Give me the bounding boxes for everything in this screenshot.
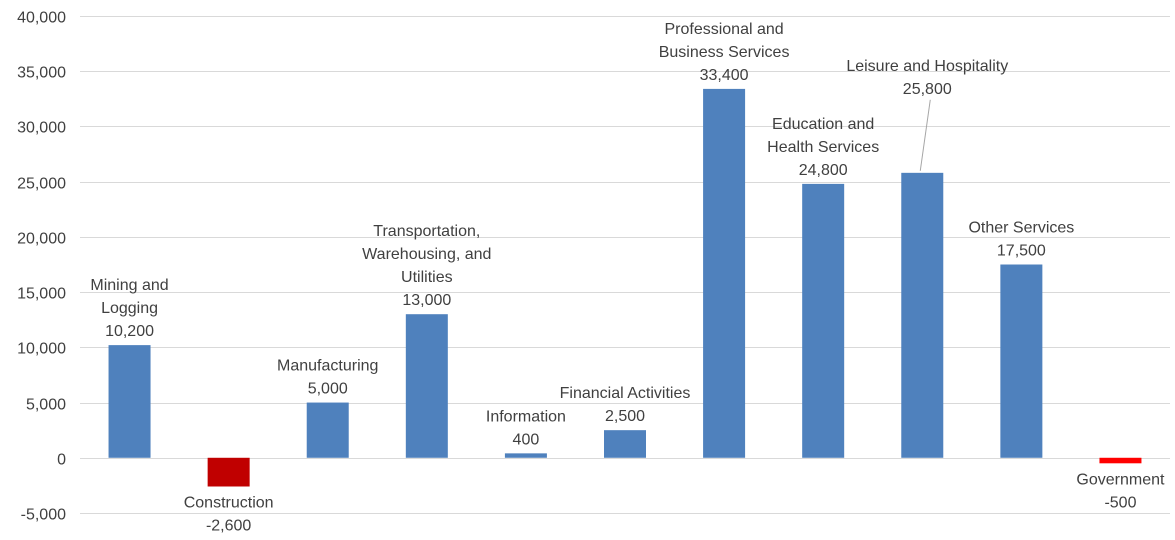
value-label: 24,800 (799, 162, 848, 179)
y-tick-label: 35,000 (17, 65, 66, 82)
data-labels: Mining and Logging 10,200 Construction -2,60… (90, 21, 1165, 535)
data-label-other-services: Other Services 17,500 (968, 220, 1074, 260)
bar-education-and-health-services (802, 183, 845, 458)
value-label: -2,600 (206, 517, 251, 534)
category-label: Financial Activities (560, 385, 691, 402)
category-label: Transportation, (373, 223, 480, 240)
bar-financial-activities (604, 430, 646, 458)
category-label: Warehousing, and (362, 246, 491, 263)
gridlines (80, 16, 1170, 514)
data-label-professional-and-business-services: Professional and Business Services 33,400 (659, 21, 790, 84)
data-label-information: Information 400 (486, 408, 566, 448)
category-label: Health Services (767, 139, 879, 156)
category-label: Mining and (90, 277, 168, 294)
value-label: 5,000 (308, 381, 348, 398)
category-label: Manufacturing (277, 358, 378, 375)
value-label: 10,200 (105, 323, 154, 340)
y-axis-tick-labels: -5,000 0 5,000 10,000 15,000 20,000 25,000 30,0… (17, 10, 66, 524)
data-label-mining-and-logging: Mining and Logging 10,200 (90, 277, 168, 340)
category-label: Leisure and Hospitality (846, 58, 1008, 75)
y-tick-label: -5,000 (21, 507, 66, 524)
bar-transportation-warehousing-and-utilities (405, 314, 448, 458)
bar-professional-and-business-services (703, 88, 746, 458)
category-label: Education and (772, 116, 874, 133)
category-label: Construction (184, 494, 274, 511)
value-label: 400 (513, 431, 540, 448)
category-label: Other Services (968, 220, 1074, 237)
y-tick-label: 30,000 (17, 120, 66, 137)
category-label: Utilities (401, 269, 453, 286)
category-label: Professional and (664, 21, 783, 38)
data-label-financial-activities: Financial Activities 2,500 (560, 385, 691, 425)
bar-other-services (1000, 264, 1043, 458)
bar-manufacturing (306, 402, 349, 458)
data-label-government: Government -500 (1076, 471, 1165, 511)
value-label: 33,400 (700, 67, 749, 84)
value-label: -500 (1104, 494, 1136, 511)
category-label: Logging (101, 300, 158, 317)
y-tick-label: 0 (57, 452, 66, 469)
value-label: 13,000 (402, 292, 451, 309)
category-label: Government (1076, 471, 1165, 488)
data-label-transportation-warehousing-and-utilities: Transportation, Warehousing, and Utilities… (362, 223, 491, 309)
category-label: Business Services (659, 44, 790, 61)
y-tick-label: 15,000 (17, 286, 66, 303)
value-label: 17,500 (997, 243, 1046, 260)
bar-information (504, 453, 547, 458)
bar-construction (207, 457, 250, 487)
y-tick-label: 25,000 (17, 176, 66, 193)
data-label-construction: Construction -2,600 (184, 494, 274, 534)
category-label: Information (486, 408, 566, 425)
data-label-manufacturing: Manufacturing 5,000 (277, 358, 378, 398)
data-label-leisure-and-hospitality: Leisure and Hospitality 25,800 (846, 58, 1008, 171)
value-label: 25,800 (903, 81, 952, 98)
bar-leisure-and-hospitality (901, 172, 944, 458)
bar-mining-and-logging (108, 345, 151, 458)
y-tick-label: 5,000 (26, 397, 66, 414)
data-label-education-and-health-services: Education and Health Services 24,800 (767, 116, 879, 179)
bar-government (1099, 457, 1142, 464)
y-tick-label: 40,000 (17, 10, 66, 27)
y-tick-label: 20,000 (17, 231, 66, 248)
bars (108, 88, 1142, 487)
y-tick-label: 10,000 (17, 341, 66, 358)
value-label: 2,500 (605, 408, 645, 425)
leader-line (919, 99, 931, 171)
